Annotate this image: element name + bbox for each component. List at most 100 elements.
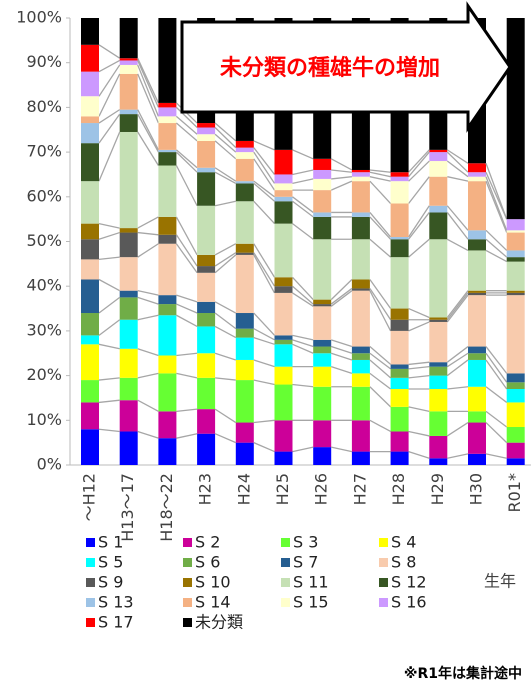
bar-segment bbox=[81, 335, 99, 345]
series-line bbox=[485, 249, 508, 263]
legend-label: S 10 bbox=[195, 573, 231, 592]
bar-segment bbox=[468, 453, 486, 465]
bar-segment bbox=[197, 377, 216, 410]
series-line bbox=[408, 361, 430, 366]
bar-segment bbox=[429, 152, 448, 162]
series-line bbox=[214, 243, 237, 256]
x-tick-label: H26 bbox=[312, 473, 331, 505]
series-line bbox=[485, 229, 508, 251]
series-line bbox=[176, 433, 198, 439]
series-line bbox=[446, 352, 469, 368]
series-line bbox=[137, 57, 159, 104]
bar-segment bbox=[274, 201, 293, 224]
x-tick-label: H29 bbox=[428, 473, 447, 505]
bar-segment bbox=[506, 18, 525, 220]
series-line bbox=[214, 408, 237, 424]
bar-segment bbox=[235, 328, 254, 338]
legend-swatch bbox=[379, 538, 388, 547]
bar-segment bbox=[429, 362, 448, 367]
bar-segment bbox=[468, 386, 486, 412]
bar-segment bbox=[506, 261, 525, 291]
bar-segment bbox=[158, 149, 177, 153]
bar-segment bbox=[313, 306, 332, 340]
series-line bbox=[137, 73, 159, 124]
series-line bbox=[292, 292, 314, 307]
legend-label: S 7 bbox=[293, 553, 318, 572]
series-line bbox=[292, 276, 314, 301]
bar-segment bbox=[351, 353, 370, 360]
series-line bbox=[408, 151, 430, 178]
bar-segment bbox=[197, 433, 216, 465]
bar-segment bbox=[506, 427, 525, 443]
series-line bbox=[176, 303, 198, 314]
series-line bbox=[253, 182, 275, 202]
series-line bbox=[292, 446, 314, 453]
series-line bbox=[292, 196, 314, 213]
bar-segment bbox=[506, 292, 525, 296]
bar-segment bbox=[468, 359, 486, 387]
series-line bbox=[331, 176, 352, 180]
bar-segment bbox=[468, 422, 486, 454]
bar-segment bbox=[313, 239, 332, 300]
series-line bbox=[253, 180, 275, 198]
series-line bbox=[137, 290, 159, 296]
annotation-arrow bbox=[180, 1, 512, 133]
bar-segment bbox=[158, 152, 177, 166]
bar-segment bbox=[429, 458, 448, 465]
bar-segment bbox=[274, 183, 293, 191]
bar-segment bbox=[158, 165, 177, 217]
bar-segment bbox=[235, 158, 254, 182]
bar-segment bbox=[390, 330, 409, 365]
legend-label: S 8 bbox=[391, 553, 416, 572]
bar-segment bbox=[351, 359, 370, 374]
bar-segment bbox=[119, 60, 138, 65]
bar-segment bbox=[158, 243, 177, 296]
series-line bbox=[137, 216, 159, 229]
series-line bbox=[447, 176, 469, 182]
bar-segment bbox=[119, 297, 138, 320]
series-line bbox=[253, 254, 276, 294]
series-line bbox=[253, 147, 276, 175]
bar-segment bbox=[429, 321, 448, 363]
bar-segment bbox=[429, 389, 448, 412]
bar-segment bbox=[313, 346, 332, 354]
series-line bbox=[214, 352, 237, 361]
series-line bbox=[330, 279, 353, 301]
bar-segment bbox=[351, 176, 370, 182]
legend-swatch bbox=[183, 538, 192, 547]
bar-segment bbox=[506, 230, 525, 233]
bar-segment bbox=[119, 290, 138, 298]
series-line bbox=[408, 212, 430, 240]
series-line bbox=[408, 238, 430, 258]
bar-segment bbox=[81, 96, 99, 117]
series-line bbox=[137, 231, 159, 236]
series-line bbox=[292, 223, 314, 240]
y-tick-label: 80% bbox=[26, 97, 62, 116]
series-line bbox=[175, 115, 198, 135]
x-tick-label: H18～22 bbox=[157, 473, 176, 542]
series-line bbox=[485, 163, 508, 220]
series-line bbox=[98, 296, 121, 314]
bar-segment bbox=[390, 308, 409, 320]
series-line bbox=[214, 133, 237, 153]
bar-segment bbox=[390, 172, 409, 177]
bar-segment bbox=[468, 295, 486, 347]
series-line bbox=[98, 343, 120, 350]
bar-segment bbox=[197, 326, 216, 354]
legend-swatch bbox=[86, 618, 95, 627]
bar-segment bbox=[313, 304, 332, 307]
bar-segment bbox=[429, 212, 448, 240]
bar-segment bbox=[158, 18, 177, 103]
series-line bbox=[369, 216, 392, 240]
bar-segment bbox=[158, 304, 177, 316]
x-tick-label: ～H12 bbox=[80, 473, 99, 521]
series-line bbox=[292, 383, 314, 388]
series-line bbox=[369, 352, 391, 370]
bar-segment bbox=[351, 212, 370, 217]
series-line bbox=[408, 307, 430, 319]
series-line bbox=[98, 131, 121, 182]
bar-segment bbox=[274, 196, 293, 202]
series-line bbox=[175, 243, 198, 274]
bar-segment bbox=[119, 18, 138, 59]
series-line bbox=[98, 73, 121, 117]
